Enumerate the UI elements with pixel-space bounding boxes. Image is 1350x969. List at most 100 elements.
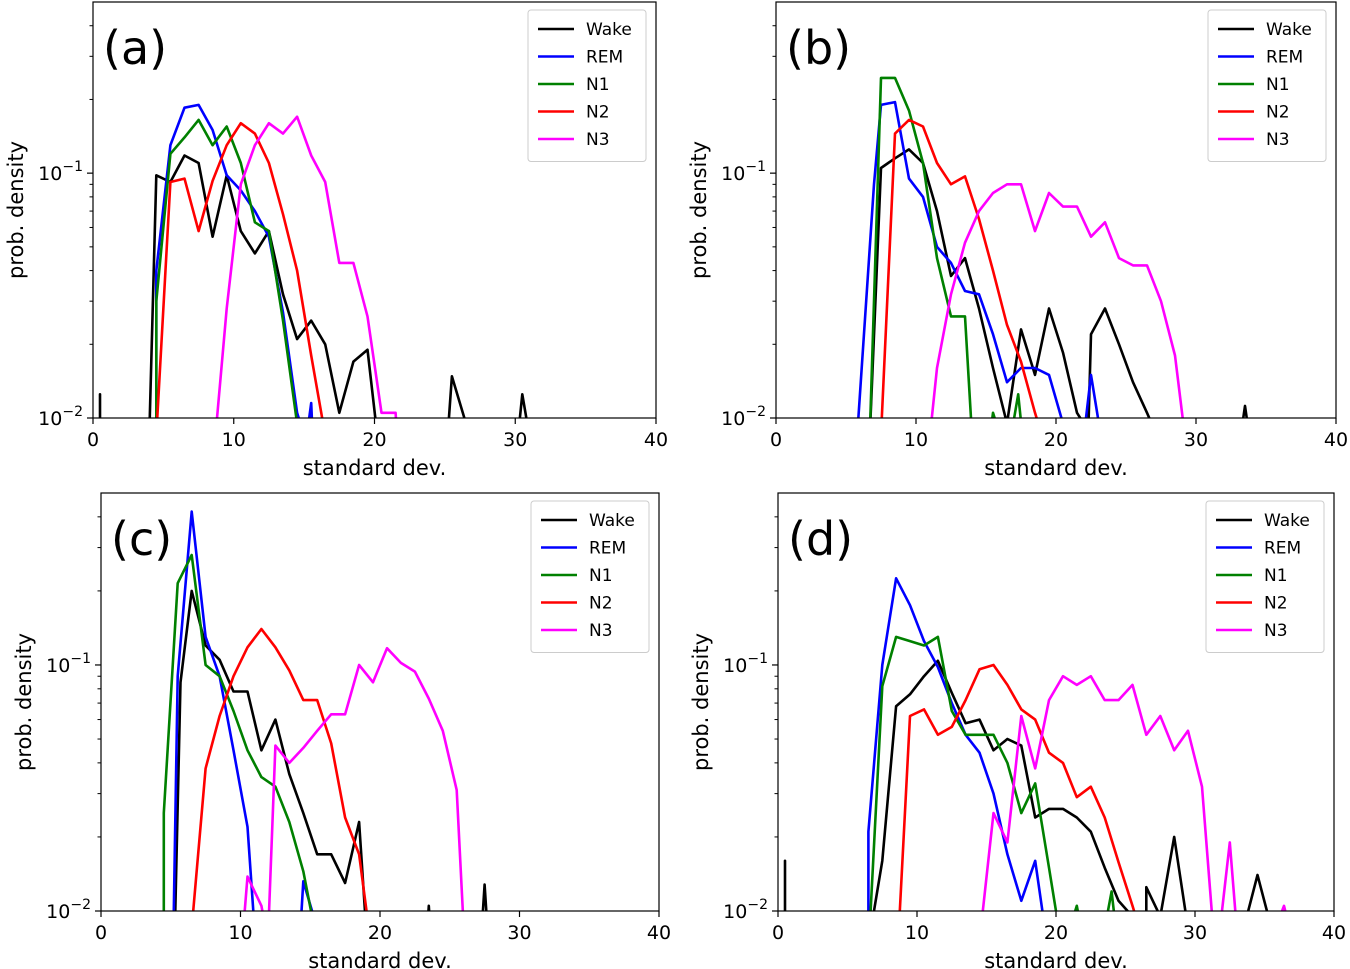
series-n1-line [1012,392,1022,418]
series-n3-line [267,646,465,911]
legend-label-n3: N3 [586,130,610,150]
y-tick-label: 10−1 [46,651,91,677]
series-n1-line [162,553,313,911]
series-rem-line [1084,373,1100,418]
series-n1-line [991,411,996,418]
legend-label-n2: N2 [589,594,613,614]
legend-box [1207,9,1327,162]
legend-box [1205,500,1325,653]
series-n3-line [215,115,398,418]
series-wake-line [427,904,431,911]
panel-label: (a) [103,21,167,75]
panel-a-lines [98,103,528,418]
panel-b-lines [857,76,1249,418]
series-rem-line [867,576,1044,911]
x-tick-label: 0 [87,429,99,451]
y-axis-label: prob. density [689,633,713,771]
legend-label-wake: Wake [1266,20,1312,40]
series-n3-line [981,674,1214,911]
series-wake-line [1241,404,1249,418]
x-axis-label: standard dev. [984,456,1128,480]
series-n1-line [1106,890,1116,911]
series-wake-line [872,659,1130,911]
series-n1-line [869,635,1058,911]
legend-label-n2: N2 [586,103,610,123]
series-wake-line [481,883,488,911]
legend-label-wake: Wake [589,511,635,531]
series-n3-line [1220,841,1237,911]
series-n1-line [869,76,973,418]
legend: Wake REM N1 N2 N3 [1205,500,1325,653]
series-wake-line [518,392,528,418]
x-tick-label: 10 [222,429,246,451]
series-wake-line [1145,835,1187,911]
x-axis-label: standard dev. [308,949,452,969]
series-n2-line [880,118,1038,418]
x-axis-label: standard dev. [984,949,1128,969]
series-wake-line [1087,307,1151,418]
x-tick-label: 0 [770,429,782,451]
x-tick-label: 10 [905,922,929,944]
legend-label-n1: N1 [589,566,613,586]
y-tick-label: 10−2 [46,897,91,923]
y-axis-label: prob. density [4,141,28,279]
x-tick-label: 0 [95,922,107,944]
legend-label-n1: N1 [1266,75,1290,95]
x-tick-label: 40 [647,922,671,944]
series-n3-line [243,875,264,911]
y-axis-label: prob. density [12,633,36,771]
y-tick-label: 10−1 [723,651,768,677]
series-n2-line [191,627,368,911]
x-tick-label: 30 [1184,429,1208,451]
legend-label-wake: Wake [1264,511,1310,531]
series-rem-line [857,100,1063,418]
y-tick-label: 10−1 [721,159,766,185]
series-n1-line [155,118,298,418]
y-tick-label: 10−2 [721,404,766,430]
legend-box [527,9,647,162]
legend-label-rem: REM [586,48,623,68]
legend-label-rem: REM [589,539,626,559]
legend: Wake REM N1 N2 N3 [530,500,650,653]
x-tick-label: 10 [904,429,928,451]
legend: Wake REM N1 N2 N3 [527,9,647,162]
x-tick-label: 20 [1044,922,1068,944]
legend-label-n1: N1 [586,75,610,95]
series-n2-line [898,663,1136,911]
panel-a: 0 10 20 30 40 10−1 10−2 standard dev. prob. dens… [4,1,668,480]
x-axis-label: standard dev. [303,456,447,480]
legend-label-n1: N1 [1264,566,1288,586]
panel-label: (b) [786,21,851,75]
legend-label-n3: N3 [1264,621,1288,641]
legend-label-n2: N2 [1264,594,1288,614]
series-rem-line [300,879,314,911]
panel-d: 0 10 20 30 40 10−1 10−2 standard dev. prob. dens… [689,492,1346,969]
x-tick-label: 40 [644,429,668,451]
x-tick-label: 40 [1322,922,1346,944]
panel-c-lines [162,510,488,911]
legend-label-rem: REM [1264,539,1301,559]
legend-label-n3: N3 [1266,130,1290,150]
legend-box [530,500,650,653]
panel-d-lines [783,576,1287,911]
x-tick-label: 40 [1324,429,1348,451]
x-tick-label: 20 [362,429,386,451]
panel-label: (c) [111,512,172,566]
y-tick-label: 10−2 [38,404,83,430]
series-n1-line [1073,904,1080,911]
y-tick-label: 10−2 [723,897,768,923]
x-tick-label: 0 [772,922,784,944]
panel-label: (d) [788,512,853,566]
series-rem-line [307,401,314,418]
x-tick-label: 10 [228,922,252,944]
legend-label-wake: Wake [586,20,632,40]
series-wake-line [447,374,466,418]
legend: Wake REM N1 N2 N3 [1207,9,1327,162]
panel-c: 0 10 20 30 40 10−1 10−2 standard dev. prob. dens… [12,492,671,969]
series-n3-line [1280,904,1287,911]
legend-label-rem: REM [1266,48,1303,68]
panel-b: 0 10 20 30 40 10−1 10−2 standard dev. prob. dens… [687,1,1348,480]
series-wake-line [148,154,377,418]
series-n3-line [930,183,1184,418]
